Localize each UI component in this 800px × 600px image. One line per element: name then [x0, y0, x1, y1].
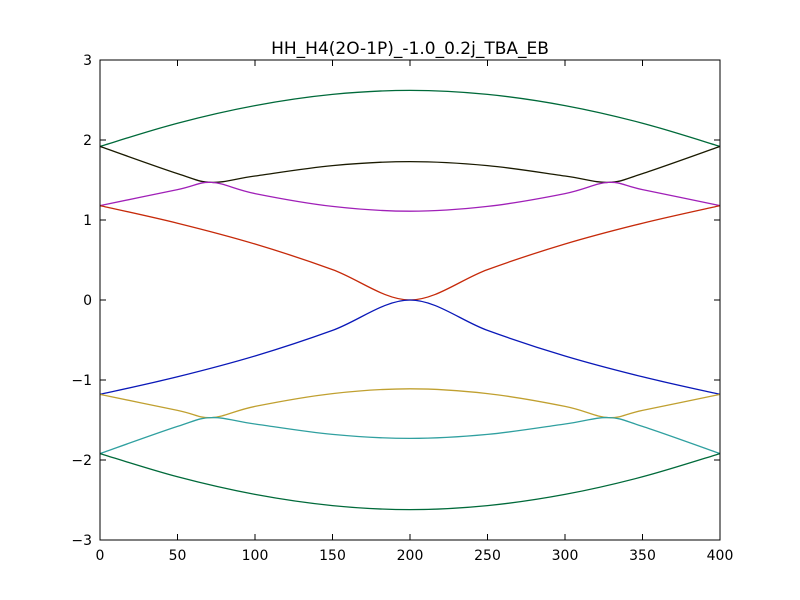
x-tick-label: 0 [96, 548, 105, 564]
series-line-3 [99, 181, 721, 212]
x-tick-label: 350 [629, 548, 656, 564]
y-tick-label: −3 [71, 533, 92, 549]
series-line-1 [99, 89, 721, 148]
axes-frame [99, 59, 721, 541]
chart-title: HH_H4(2O-1P)_-1.0_0.2j_TBA_EB [271, 39, 549, 59]
y-tick-label: 0 [83, 293, 92, 309]
y-tick-label: 3 [83, 53, 92, 69]
y-tick-label: 2 [83, 133, 92, 149]
y-tick-label: 1 [83, 213, 92, 229]
x-tick-label: 150 [319, 548, 346, 564]
plot-series-group [99, 89, 721, 511]
x-tick-label: 200 [397, 548, 424, 564]
series-line-8 [99, 452, 721, 511]
x-tick-label: 300 [552, 548, 579, 564]
x-tick-label: 50 [169, 548, 187, 564]
series-line-6 [99, 388, 721, 419]
y-tick-label: −1 [71, 373, 92, 389]
series-line-5 [99, 299, 721, 396]
y-tick-label: −2 [71, 453, 92, 469]
tick-labels-group: 0 50 100 150 200 250 300 350 400 −3 −2 −1 0 1 2 3 [71, 53, 733, 564]
series-line-7 [99, 416, 721, 455]
series-line-2 [99, 145, 721, 184]
x-tick-label: 100 [242, 548, 269, 564]
x-tick-label: 400 [707, 548, 734, 564]
x-tick-label: 250 [474, 548, 501, 564]
